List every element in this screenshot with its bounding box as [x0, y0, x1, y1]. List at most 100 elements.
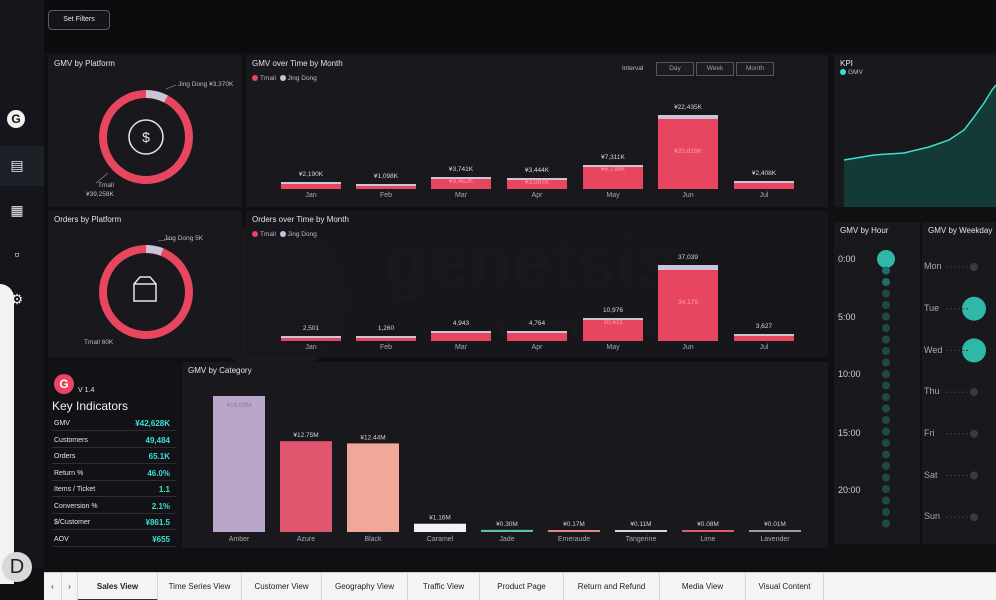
month-bar[interactable]: ¥3,444K ¥3,087K [507, 167, 567, 189]
weekday-dot[interactable] [970, 263, 978, 271]
month-bar[interactable]: ¥2,408K [734, 170, 794, 189]
tab-sales-view[interactable]: Sales View [78, 573, 158, 600]
hour-dot[interactable] [882, 381, 890, 390]
tab-product-page[interactable]: Product Page [480, 573, 564, 600]
dollar-icon [128, 119, 164, 155]
month-bar[interactable]: ¥3,741K ¥3,462K [431, 166, 491, 189]
presentation-chart-icon[interactable]: ▤ [10, 157, 24, 173]
month-tick: Feb [379, 192, 393, 199]
hour-dot[interactable] [882, 450, 890, 459]
weekday-dot[interactable] [962, 338, 986, 363]
month-bar[interactable]: 4,764 [507, 320, 567, 341]
bar-tmall-label: 10,611 [603, 319, 623, 326]
hour-dot[interactable] [882, 508, 890, 516]
tab-scroll-right-icon[interactable]: › [62, 573, 78, 600]
tab-geography-view[interactable]: Geography View [322, 573, 408, 600]
panel-title: Orders over Time by Month [252, 215, 349, 224]
tab-time-series-view[interactable]: Time Series View [158, 573, 242, 600]
hour-dot[interactable] [882, 496, 890, 505]
indicator-label: AOV [54, 535, 69, 543]
jd-orders-label: Jing Dong 5K [164, 235, 204, 242]
tab-visual-content[interactable]: Visual Content [746, 573, 824, 600]
month-bar[interactable]: 37,039 34,179 [658, 254, 718, 341]
hour-dot[interactable] [882, 289, 890, 298]
clipboard-icon[interactable]: ▫ [14, 246, 20, 262]
weekday-dot-chart [946, 263, 986, 522]
weekday-dot[interactable] [970, 471, 978, 480]
month-bar[interactable]: 10,976 10,611 [583, 307, 643, 341]
category-bar[interactable] [213, 396, 265, 532]
category-bar[interactable] [347, 443, 399, 532]
weekday-label: Sat [924, 470, 938, 480]
month-bar[interactable]: ¥22,435K ¥20,819K [658, 104, 718, 189]
interval-day-button[interactable]: Day [656, 62, 694, 76]
tab-traffic-view[interactable]: Traffic View [408, 573, 480, 600]
month-bar[interactable]: ¥1,098K [356, 173, 416, 189]
hour-dot[interactable] [882, 393, 890, 401]
interval-month-button[interactable]: Month [736, 62, 774, 76]
category-bar[interactable] [481, 529, 533, 532]
month-bar[interactable]: ¥2,190K [281, 171, 341, 189]
brand-g-logo: G [54, 374, 74, 394]
jd-segment [658, 115, 718, 119]
weekday-dot[interactable] [970, 388, 978, 397]
hour-dot[interactable] [882, 266, 890, 275]
hour-dot[interactable] [882, 358, 890, 367]
month-bar[interactable]: 1,260 [356, 325, 416, 341]
category-bar[interactable] [280, 441, 332, 532]
hour-dot[interactable] [882, 462, 890, 470]
panel-title: GMV over Time by Month [252, 59, 343, 68]
tab-return-and-refund[interactable]: Return and Refund [564, 573, 660, 600]
month-bar[interactable]: 4,943 [431, 320, 491, 341]
tab-customer-view[interactable]: Customer View [242, 573, 322, 600]
category-tick: Jade [499, 536, 514, 543]
hour-dot[interactable] [882, 519, 890, 528]
weekday-dot[interactable] [970, 429, 978, 438]
bar-total-label: ¥7,311K [601, 154, 625, 161]
side-drawer-handle[interactable] [0, 284, 14, 584]
hour-dot[interactable] [882, 278, 890, 286]
avatar[interactable]: D [2, 552, 32, 582]
hour-dot[interactable] [882, 485, 890, 493]
hour-dot[interactable] [882, 347, 890, 355]
brand-g-icon[interactable]: G [7, 110, 25, 128]
month-tick: Mar [454, 344, 468, 351]
hour-dot[interactable] [882, 404, 890, 413]
category-value-label: ¥1.16M [429, 515, 451, 522]
hour-dot[interactable] [882, 370, 890, 378]
tab-scroll-left-icon[interactable]: ‹ [44, 573, 62, 600]
svg-text:$: $ [142, 129, 150, 145]
weekday-dot[interactable] [962, 296, 986, 321]
month-bar[interactable]: 3,627 [734, 323, 794, 341]
category-bar[interactable] [414, 523, 466, 532]
category-bar[interactable] [682, 530, 734, 532]
category-bar[interactable] [749, 530, 801, 532]
hour-label: 10:00 [838, 369, 861, 379]
category-value-label: ¥12.75M [293, 432, 318, 439]
hour-dot[interactable] [882, 439, 890, 447]
month-bar[interactable]: 2,501 [281, 325, 341, 341]
hour-dot[interactable] [882, 473, 890, 482]
hour-label: 5:00 [838, 312, 856, 322]
hour-dot[interactable] [882, 312, 890, 321]
month-bar[interactable]: ¥7,311K ¥6,738K [583, 154, 643, 189]
hour-dot[interactable] [882, 324, 890, 332]
interval-week-button[interactable]: Week [696, 62, 734, 76]
hour-dot[interactable] [882, 301, 890, 309]
weekday-label: Mon [924, 261, 942, 271]
category-tick: Amber [229, 536, 250, 543]
report-icon[interactable]: ▦ [10, 202, 24, 218]
category-bar[interactable] [615, 530, 667, 532]
bar-total-label: 1,260 [377, 325, 395, 332]
category-bar[interactable] [548, 530, 600, 532]
hour-dot[interactable] [882, 335, 890, 344]
hour-dot[interactable] [882, 427, 890, 436]
weekday-dot[interactable] [970, 513, 978, 522]
set-filters-button[interactable]: Set Filters [48, 10, 110, 30]
hour-label: 20:00 [838, 485, 861, 495]
tab-media-view[interactable]: Media View [660, 573, 746, 600]
hour-dot[interactable] [882, 416, 890, 424]
hour-dot[interactable] [877, 250, 895, 268]
indicator-row: Items / Ticket 1.1 [52, 483, 176, 497]
